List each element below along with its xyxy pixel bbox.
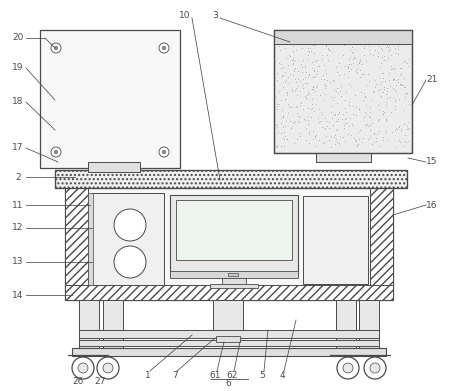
Circle shape xyxy=(343,363,353,373)
Bar xyxy=(103,300,123,350)
Bar xyxy=(210,284,258,288)
Circle shape xyxy=(364,357,386,379)
Text: 2: 2 xyxy=(15,172,21,181)
Bar xyxy=(65,188,393,300)
Circle shape xyxy=(162,150,166,154)
Bar xyxy=(274,30,412,153)
Circle shape xyxy=(51,43,61,53)
Circle shape xyxy=(78,363,88,373)
Bar xyxy=(274,30,412,44)
Text: 61: 61 xyxy=(209,371,221,380)
Text: 19: 19 xyxy=(12,63,24,72)
Bar xyxy=(55,170,407,188)
Circle shape xyxy=(51,147,61,157)
Bar xyxy=(88,193,93,285)
Bar xyxy=(316,153,371,162)
Text: 20: 20 xyxy=(12,34,24,43)
Bar xyxy=(79,300,99,350)
Circle shape xyxy=(114,246,146,278)
Text: 13: 13 xyxy=(12,258,24,267)
Text: 7: 7 xyxy=(172,371,178,380)
Bar xyxy=(92,193,164,285)
Text: 26: 26 xyxy=(72,377,84,386)
Bar xyxy=(40,30,180,168)
Text: 11: 11 xyxy=(12,201,24,210)
Bar xyxy=(170,195,298,273)
Bar xyxy=(213,300,243,338)
Circle shape xyxy=(54,46,58,50)
Circle shape xyxy=(54,150,58,154)
Bar xyxy=(228,273,238,276)
Circle shape xyxy=(337,357,359,379)
Text: 21: 21 xyxy=(426,75,438,84)
Text: 14: 14 xyxy=(12,291,24,300)
Text: 15: 15 xyxy=(426,158,438,167)
Circle shape xyxy=(370,363,380,373)
Bar xyxy=(79,340,379,346)
Text: 16: 16 xyxy=(426,201,438,210)
Bar xyxy=(359,300,379,350)
Text: 18: 18 xyxy=(12,97,24,106)
Bar xyxy=(336,300,356,350)
Text: 1: 1 xyxy=(145,371,151,380)
Bar xyxy=(65,188,88,300)
Text: 12: 12 xyxy=(12,224,24,233)
Circle shape xyxy=(114,209,146,241)
Text: 6: 6 xyxy=(225,380,231,389)
Text: 62: 62 xyxy=(226,371,238,380)
Text: 4: 4 xyxy=(279,371,285,380)
Text: 5: 5 xyxy=(259,371,265,380)
Circle shape xyxy=(162,46,166,50)
Bar xyxy=(176,200,292,260)
Bar xyxy=(222,278,246,286)
Text: 3: 3 xyxy=(212,11,218,20)
Bar xyxy=(79,330,379,338)
Bar xyxy=(88,188,370,285)
Bar xyxy=(65,285,393,300)
Bar xyxy=(216,336,240,342)
Circle shape xyxy=(159,147,169,157)
Bar xyxy=(88,162,140,172)
Circle shape xyxy=(72,357,94,379)
Text: 27: 27 xyxy=(94,377,106,386)
Bar xyxy=(274,30,412,153)
Circle shape xyxy=(97,357,119,379)
Circle shape xyxy=(159,43,169,53)
Text: 10: 10 xyxy=(179,11,191,20)
Text: 17: 17 xyxy=(12,143,24,152)
Bar xyxy=(303,196,368,284)
Circle shape xyxy=(103,363,113,373)
Bar xyxy=(72,348,386,356)
Bar xyxy=(170,271,298,278)
Bar xyxy=(55,170,407,188)
Bar xyxy=(370,188,393,300)
